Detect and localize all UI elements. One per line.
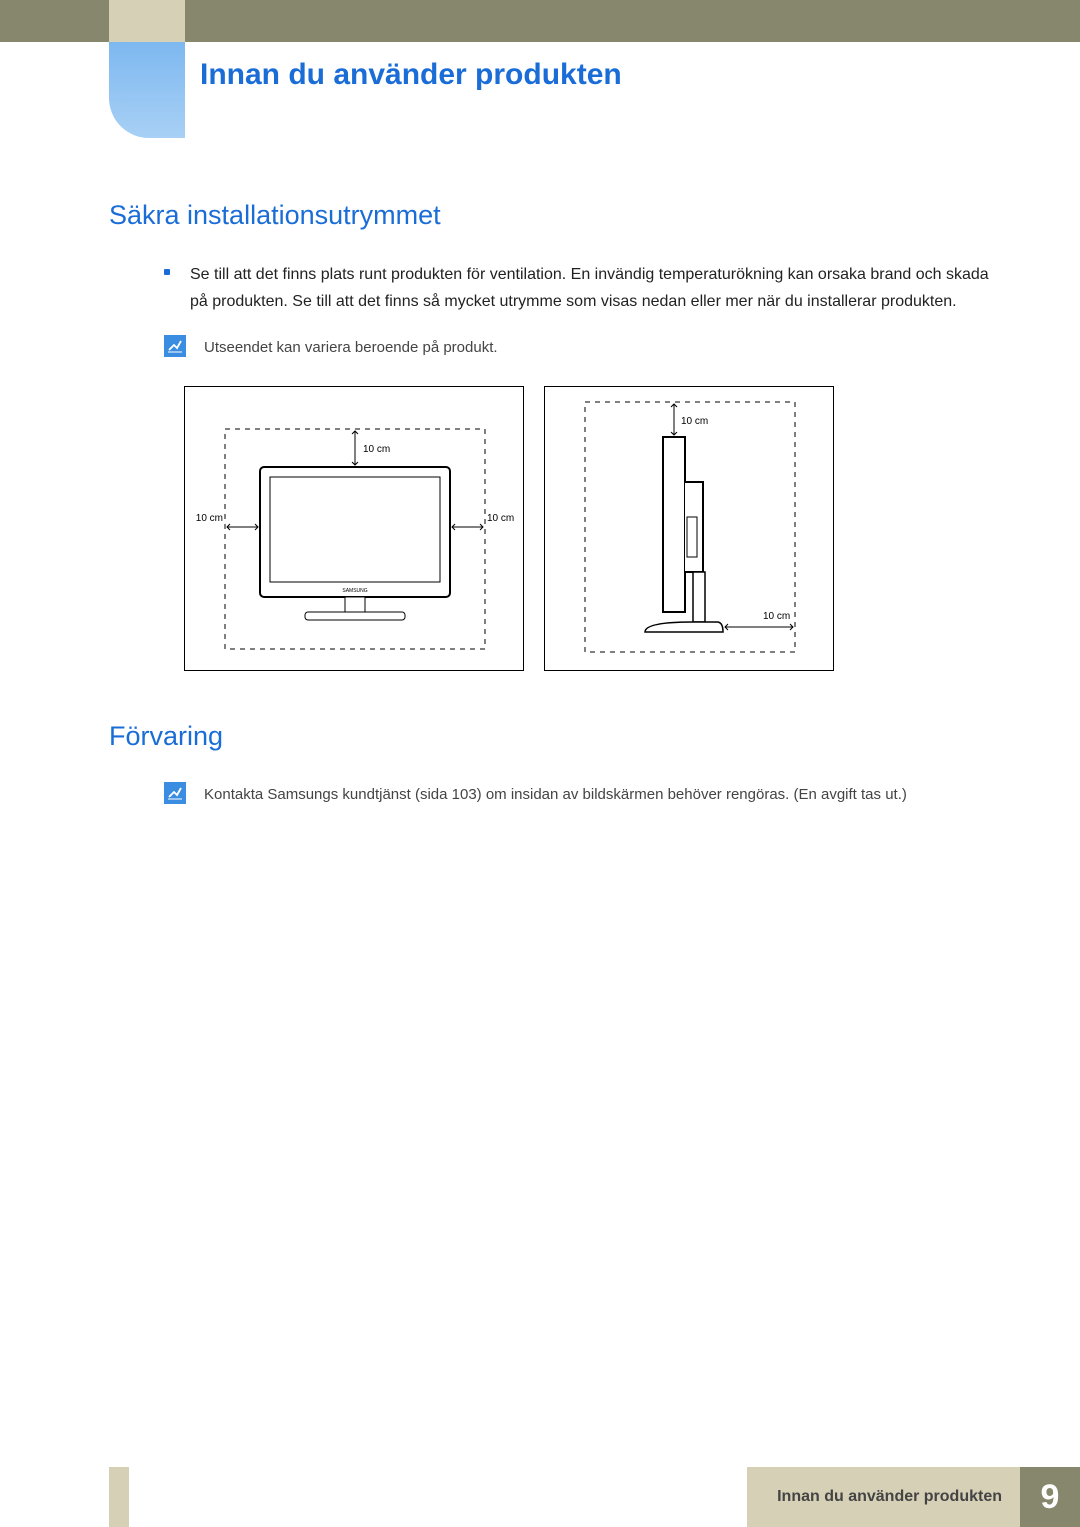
footer-label-wrap: Innan du använder produkten: [747, 1467, 1020, 1527]
label-left: 10 cm: [196, 513, 223, 524]
content-area: Säkra installationsutrymmet Se till att …: [109, 180, 1000, 832]
label-top: 10 cm: [363, 444, 390, 455]
note-icon: [164, 782, 186, 804]
section-heading-install: Säkra installationsutrymmet: [109, 200, 1000, 231]
note-icon: [164, 335, 186, 357]
header-tab-bg: [109, 0, 185, 42]
footer: Innan du använder produkten 9: [0, 1467, 1080, 1527]
note-text: Utseendet kan variera beroende på produk…: [204, 335, 498, 361]
diagram-side: 10 cm 10 cm: [544, 386, 834, 671]
bullet-icon: [164, 269, 170, 275]
page-number: 9: [1020, 1467, 1080, 1527]
section-heading-storage: Förvaring: [109, 721, 1000, 752]
note-text-storage: Kontakta Samsungs kundtjänst (sida 103) …: [204, 782, 907, 808]
label-side-top: 10 cm: [681, 416, 708, 427]
bullet-item: Se till att det finns plats runt produkt…: [164, 261, 1000, 315]
note-row-storage: Kontakta Samsungs kundtjänst (sida 103) …: [164, 782, 1000, 808]
footer-stripe: [109, 1467, 129, 1527]
brand-label: SAMSUNG: [342, 588, 367, 594]
bullet-text: Se till att det finns plats runt produkt…: [190, 261, 1000, 315]
label-right: 10 cm: [487, 513, 514, 524]
footer-label: Innan du använder produkten: [777, 1488, 1002, 1506]
chapter-tab: [109, 42, 185, 138]
label-side-back: 10 cm: [763, 611, 790, 622]
note-row: Utseendet kan variera beroende på produk…: [164, 335, 1000, 361]
diagrams-container: SAMSUNG 10 cm 10 cm 10 cm: [184, 386, 1000, 671]
header-bar: [0, 0, 1080, 42]
page-title: Innan du använder produkten: [200, 58, 622, 92]
diagram-front: SAMSUNG 10 cm 10 cm 10 cm: [184, 386, 524, 671]
